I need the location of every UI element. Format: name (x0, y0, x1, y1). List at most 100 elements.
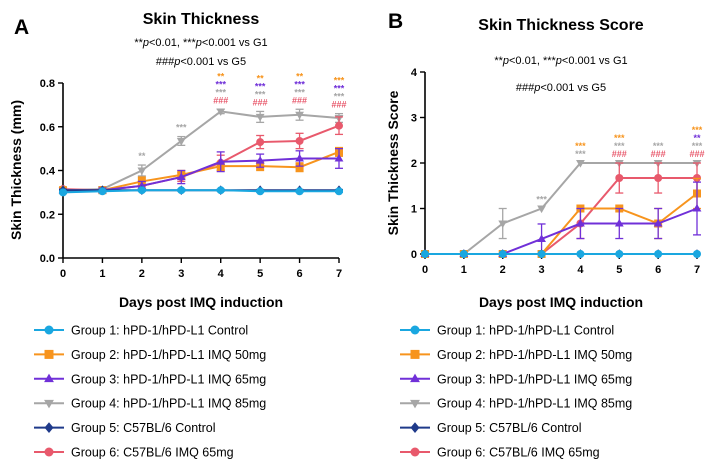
legend-b: Group 1: hPD-1/hPD-L1 Control Group 2: hP… (400, 324, 632, 460)
legend-marker (410, 349, 420, 359)
x-tick-label: 1 (99, 268, 105, 280)
x-tick-label: 6 (297, 268, 303, 280)
data-point (537, 234, 546, 242)
panel-a-annotation-1: **p<0.01, ***p<0.001 vs G1 (134, 37, 267, 49)
y-tick-label: 3 (411, 113, 417, 125)
y-tick-label: 4 (411, 67, 418, 79)
data-point (256, 138, 265, 147)
x-tick-label: 2 (139, 268, 145, 280)
significance-mark: *** (653, 141, 664, 151)
significance-mark: *** (575, 149, 586, 159)
series-line (62, 189, 339, 194)
significance-mark: *** (255, 81, 266, 91)
data-point (295, 187, 304, 196)
series-line (62, 110, 340, 192)
significance-mark: *** (334, 76, 345, 86)
legend-marker (410, 399, 420, 409)
data-point (498, 250, 507, 258)
x-tick-label: 0 (60, 268, 66, 280)
x-tick-label: 3 (539, 264, 545, 276)
series-line (425, 207, 698, 255)
legend-label: Group 6: C57BL/6 IMQ 65mg (71, 446, 234, 460)
significance-mark: *** (692, 125, 703, 135)
significance-mark: ** (257, 73, 265, 83)
significance-mark: ### (651, 149, 666, 159)
legend-label: Group 5: C57BL/6 Control (437, 421, 582, 435)
x-axis-label: Days post IMQ induction (119, 294, 283, 310)
series-1 (59, 186, 343, 197)
data-point (654, 174, 663, 183)
annot-p: p (142, 37, 149, 49)
panel-a-title: Skin Thickness (143, 11, 260, 28)
significance-mark: *** (536, 195, 547, 205)
data-point (176, 172, 186, 181)
legend-marker (410, 373, 420, 383)
legend-label: Group 2: hPD-1/hPD-L1 IMQ 50mg (71, 348, 266, 362)
data-point (137, 186, 146, 195)
data-point (576, 160, 585, 168)
annot-text: <0.001 vs G5 (180, 56, 246, 68)
significance-mark: ** (296, 71, 304, 81)
significance-mark: *** (215, 87, 226, 97)
legend-marker (410, 325, 420, 335)
series-line (425, 162, 697, 255)
x-tick-label: 4 (577, 264, 584, 276)
series-2 (421, 177, 701, 258)
significance-mark: *** (575, 141, 586, 151)
y-axis-label: Skin Thickness Score (385, 90, 401, 235)
data-point (498, 220, 508, 229)
significance-mark: *** (176, 123, 187, 133)
series-line (425, 177, 697, 255)
series-4 (58, 108, 344, 195)
data-point (693, 250, 701, 258)
data-point (295, 136, 304, 145)
data-point (654, 250, 663, 258)
significance-mark: *** (614, 141, 625, 151)
data-point (255, 156, 265, 164)
data-point (255, 113, 265, 122)
data-point (653, 218, 663, 227)
significance-mark: *** (334, 84, 345, 94)
x-tick-label: 2 (500, 264, 506, 276)
significance-mark: ### (213, 95, 228, 105)
legend-marker (44, 325, 54, 335)
data-point (295, 153, 304, 162)
significance-mark: ** (138, 151, 146, 161)
legend-marker (44, 422, 54, 433)
annot-text: <0.001 vs G5 (540, 82, 606, 94)
data-point (421, 250, 429, 258)
legend-label: Group 4: hPD-1/hPD-L1 IMQ 85mg (71, 397, 266, 411)
data-point (98, 187, 107, 196)
legend-label: Group 5: C57BL/6 Control (71, 421, 216, 435)
y-tick-label: 0.6 (40, 122, 55, 134)
significance-mark: ### (253, 97, 268, 107)
annot-p: p (533, 82, 540, 94)
x-tick-label: 7 (694, 264, 700, 276)
y-tick-label: 0.2 (40, 209, 55, 221)
x-tick-label: 0 (422, 264, 428, 276)
significance-mark: ### (689, 149, 704, 159)
x-tick-label: 7 (336, 268, 342, 280)
panel-b-annotation-1: **p<0.01, ***p<0.001 vs G1 (494, 55, 627, 67)
legend-label: Group 2: hPD-1/hPD-L1 IMQ 50mg (437, 348, 632, 362)
data-point (537, 250, 546, 258)
series-6 (421, 162, 701, 258)
data-point (295, 163, 304, 172)
panel-b-annotation-2: ###p<0.001 vs G5 (516, 82, 606, 94)
significance-mark: ### (612, 149, 627, 159)
legend-marker (44, 373, 54, 383)
y-axis-label: Skin Thickness (mm) (8, 100, 24, 240)
chart-a: 0.0 0.2 0.4 0.6 0.8 0 1 2 3 4 5 6 7 Days post IMQ ind… (8, 71, 347, 310)
legend-marker (44, 399, 54, 409)
data-point (177, 186, 186, 195)
x-axis-label: Days post IMQ induction (479, 294, 643, 310)
data-point (615, 250, 624, 258)
significance-mark: *** (215, 79, 226, 89)
y-tick-label: 1 (411, 204, 417, 216)
significance-mark: *** (692, 141, 703, 151)
significance-mark: *** (334, 92, 345, 102)
data-point (576, 218, 585, 227)
significance-mark: ### (331, 100, 346, 110)
legend-label: Group 1: hPD-1/hPD-L1 Control (437, 324, 614, 338)
